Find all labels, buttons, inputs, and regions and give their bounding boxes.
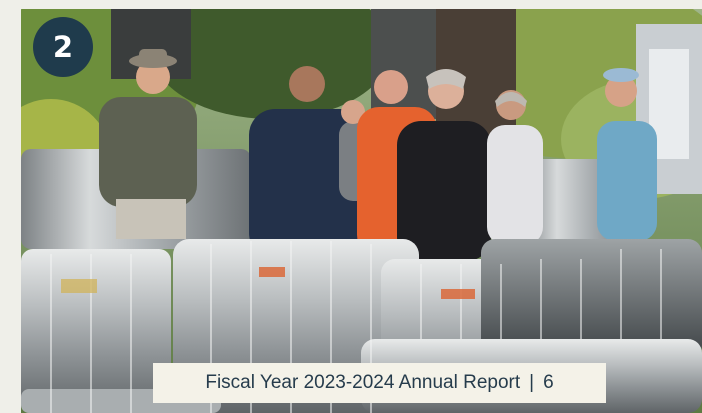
caption-separator: | (529, 372, 535, 393)
page-number: 6 (543, 372, 554, 393)
report-title: Fiscal Year 2023-2024 Annual Report (205, 372, 521, 393)
report-caption: Fiscal Year 2023-2024 Annual Report | 6 (153, 363, 606, 403)
volunteers-photo (21, 9, 702, 413)
section-number-badge: 2 (33, 17, 93, 77)
